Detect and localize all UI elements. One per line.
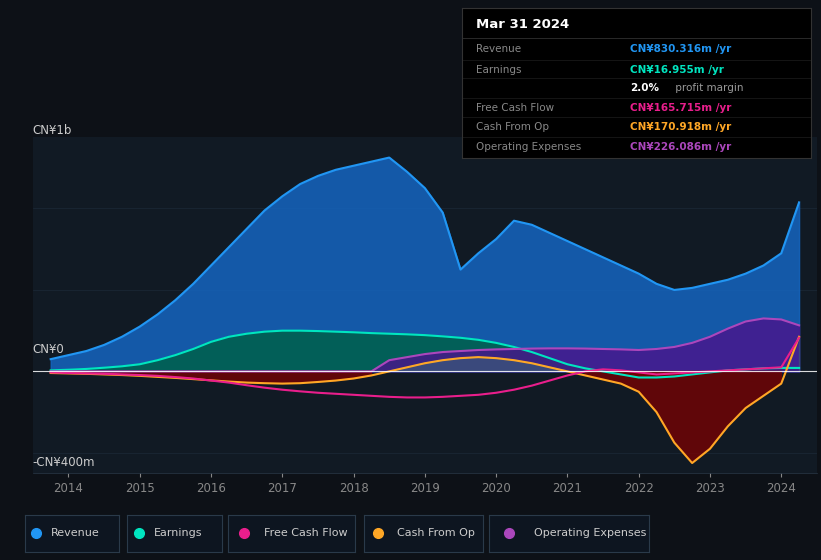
Text: Earnings: Earnings bbox=[476, 66, 521, 76]
Text: Operating Expenses: Operating Expenses bbox=[534, 529, 646, 538]
Text: CN¥16.955m /yr: CN¥16.955m /yr bbox=[630, 66, 723, 76]
Text: Cash From Op: Cash From Op bbox=[476, 123, 549, 132]
Text: Free Cash Flow: Free Cash Flow bbox=[264, 529, 347, 538]
Text: -CN¥400m: -CN¥400m bbox=[33, 455, 95, 469]
Text: CN¥830.316m /yr: CN¥830.316m /yr bbox=[630, 44, 731, 54]
Text: Cash From Op: Cash From Op bbox=[397, 529, 475, 538]
Text: Revenue: Revenue bbox=[476, 44, 521, 54]
Text: CN¥170.918m /yr: CN¥170.918m /yr bbox=[630, 123, 731, 132]
Text: Mar 31 2024: Mar 31 2024 bbox=[476, 18, 570, 31]
Text: Free Cash Flow: Free Cash Flow bbox=[476, 103, 554, 113]
Text: Revenue: Revenue bbox=[51, 529, 100, 538]
Text: CN¥0: CN¥0 bbox=[33, 343, 65, 356]
Text: 2.0%: 2.0% bbox=[630, 83, 658, 94]
Text: CN¥226.086m /yr: CN¥226.086m /yr bbox=[630, 142, 731, 152]
Text: Operating Expenses: Operating Expenses bbox=[476, 142, 581, 152]
Text: Earnings: Earnings bbox=[154, 529, 202, 538]
Text: profit margin: profit margin bbox=[672, 83, 743, 94]
Text: CN¥1b: CN¥1b bbox=[33, 124, 72, 137]
Text: CN¥165.715m /yr: CN¥165.715m /yr bbox=[630, 103, 731, 113]
